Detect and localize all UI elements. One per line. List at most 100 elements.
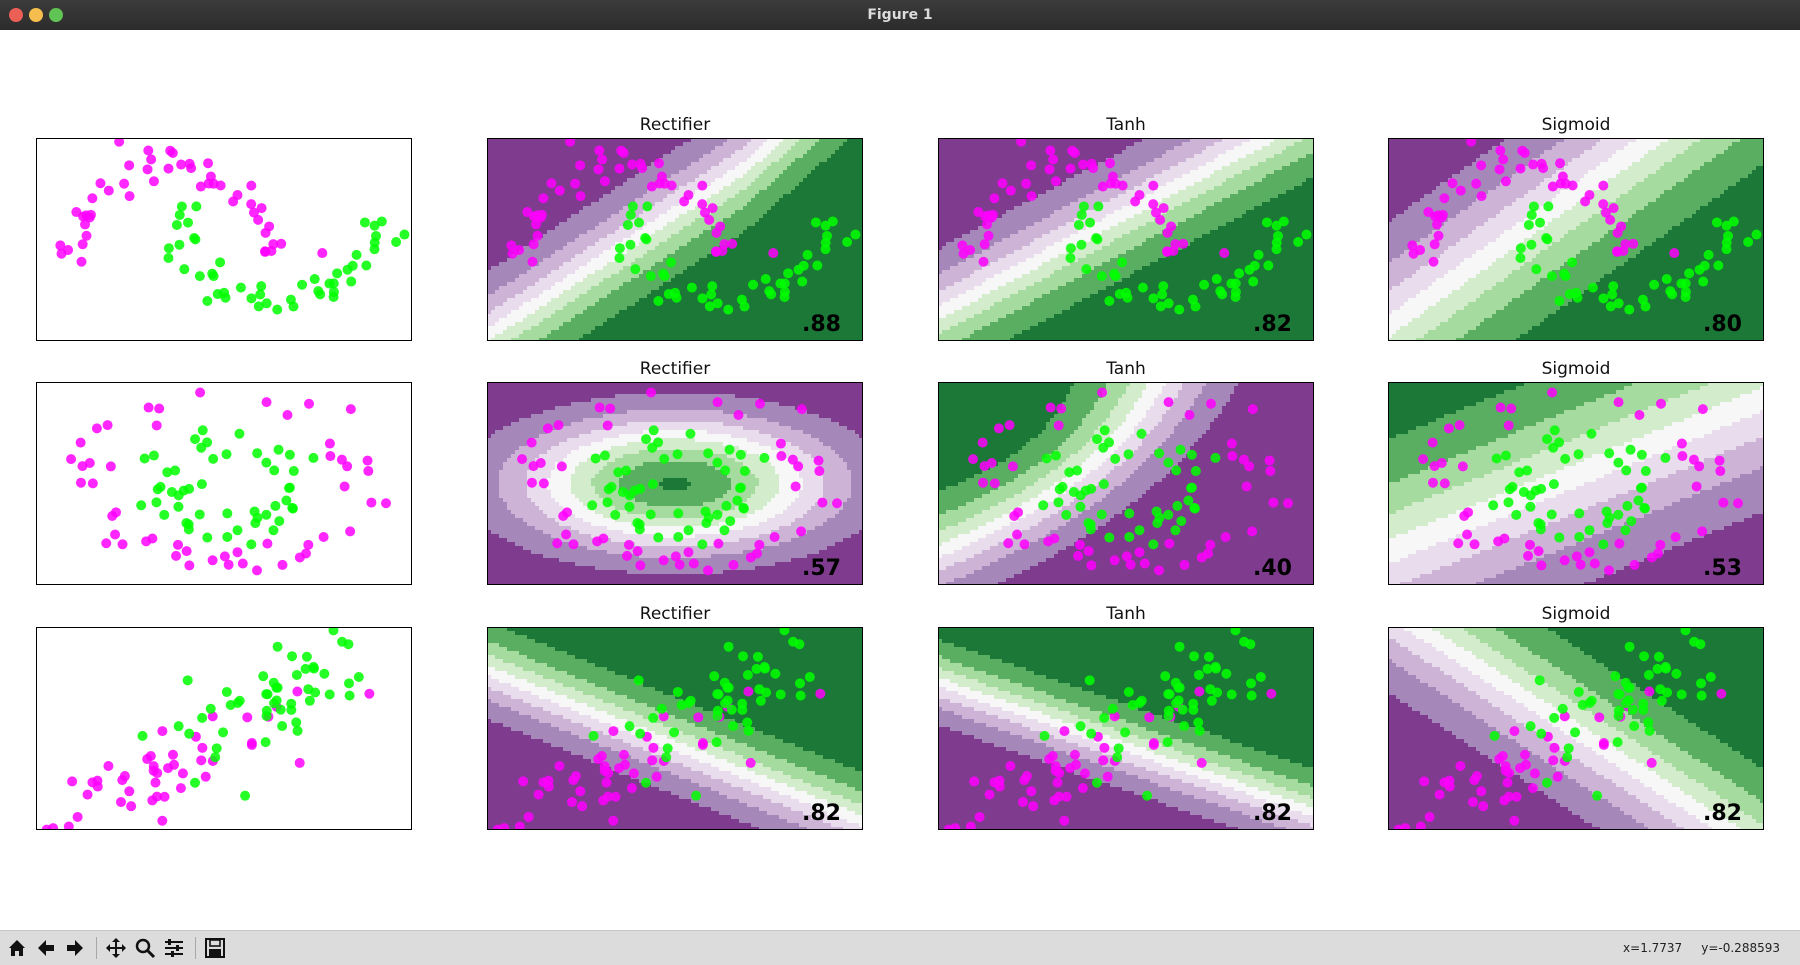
contour-cell [747, 226, 752, 231]
contour-cell [535, 194, 540, 199]
contour-cell [795, 286, 800, 291]
contour-cell [595, 318, 600, 323]
contour-cell [603, 322, 608, 327]
contour-cell [835, 150, 840, 155]
contour-cell [735, 186, 740, 191]
contour-cell [691, 186, 696, 191]
subplot-moons-rectifier: Rectifier.88 [487, 115, 863, 341]
contour-cell [643, 218, 648, 223]
close-window-button[interactable] [9, 8, 23, 22]
contour-cell [795, 142, 800, 147]
contour-cell [791, 230, 796, 235]
contour-cell [695, 158, 700, 163]
contour-cell [791, 214, 796, 219]
contour-cell [583, 170, 588, 175]
contour-cell [667, 302, 672, 307]
contour-cell [795, 254, 800, 259]
contour-cell [503, 238, 508, 243]
contour-cell [507, 194, 512, 199]
contour-cell [683, 262, 688, 267]
contour-cell [667, 206, 672, 211]
figure-canvas[interactable]: Rectifier .88 Tanh .82 Sigmoid .80 Rectifier .5… [0, 30, 1800, 930]
contour-cell [735, 206, 740, 211]
contour-cell [847, 322, 852, 327]
contour-cell [515, 202, 520, 207]
contour-cell [691, 222, 696, 227]
contour-cell [531, 290, 536, 295]
contour-cell [659, 206, 664, 211]
contour-cell [827, 298, 832, 303]
contour-cell [559, 234, 564, 239]
contour-cell [827, 314, 832, 319]
contour-cell [791, 262, 796, 267]
contour-cell [571, 218, 576, 223]
contour-cell [603, 162, 608, 167]
contour-cell [699, 234, 704, 239]
contour-cell [751, 294, 756, 299]
contour-cell [759, 166, 764, 171]
contour-cell [611, 174, 616, 179]
contour-cell [515, 166, 520, 171]
contour-cell [623, 170, 628, 175]
contour-cell [487, 162, 492, 167]
contour-cell [839, 190, 844, 195]
contour-cell [651, 146, 656, 151]
contour-cell [543, 318, 548, 323]
contour-cell [715, 278, 720, 283]
contour-cell [751, 234, 756, 239]
contour-cell [591, 154, 596, 159]
contour-cell [623, 138, 628, 143]
contour-cell [567, 150, 572, 155]
contour-cell [507, 330, 512, 335]
contour-cell [807, 210, 812, 215]
contour-cell [811, 162, 816, 167]
contour-cell [487, 254, 492, 259]
contour-cell [523, 238, 528, 243]
contour-cell [835, 254, 840, 259]
contour-cell [667, 286, 672, 291]
contour-cell [539, 162, 544, 167]
contour-cell [543, 190, 548, 195]
contour-cell [507, 334, 512, 339]
contour-cell [575, 242, 580, 247]
contour-cell [751, 154, 756, 159]
contour-cell [843, 278, 848, 283]
contour-cell [567, 166, 572, 171]
contour-cell [647, 330, 652, 335]
contour-cell [803, 246, 808, 251]
axes-frame [36, 138, 412, 341]
contour-cell [619, 310, 624, 315]
contour-cell [511, 174, 516, 179]
contour-cell [543, 138, 548, 143]
point-class-magenta [148, 176, 159, 187]
contour-cell [519, 178, 524, 183]
contour-cell [619, 274, 624, 279]
contour-cell [811, 178, 816, 183]
contour-cell [515, 338, 520, 341]
contour-cell [751, 306, 756, 311]
contour-cell [827, 274, 832, 279]
contour-cell [779, 238, 784, 243]
contour-cell [639, 322, 644, 327]
contour-cell [703, 338, 708, 341]
contour-cell [795, 178, 800, 183]
maximize-window-button[interactable] [49, 8, 63, 22]
contour-cell [703, 270, 708, 275]
contour-cell [843, 158, 848, 163]
contour-cell [607, 194, 612, 199]
contour-cell [687, 150, 692, 155]
contour-cell [731, 306, 736, 311]
contour-cell [563, 334, 568, 339]
contour-cell [819, 226, 824, 231]
contour-cell [575, 146, 580, 151]
contour-cell [487, 226, 492, 231]
contour-cell [783, 306, 788, 311]
contour-cell [655, 310, 660, 315]
contour-cell [611, 274, 616, 279]
contour-cell [619, 158, 624, 163]
contour-cell [515, 298, 520, 303]
contour-cell [623, 290, 628, 295]
minimize-window-button[interactable] [29, 8, 43, 22]
contour-cell [735, 170, 740, 175]
contour-cell [695, 258, 700, 263]
